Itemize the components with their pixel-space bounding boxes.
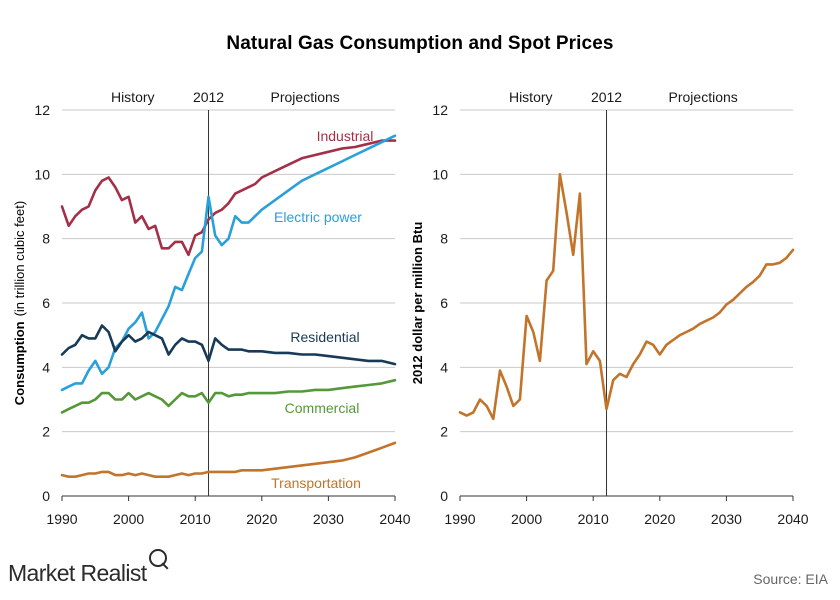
left-divider-label: 2012 — [193, 89, 224, 105]
left-projections-label: Projections — [271, 89, 340, 105]
right-ytick-label: 10 — [432, 166, 448, 182]
left-y-axis-title: Consumption (in trillion cubic feet) — [12, 201, 27, 405]
left-series-line-transportation — [60, 441, 397, 479]
right-xtick-label: 2020 — [644, 511, 675, 527]
left-xtick-label: 2030 — [313, 511, 344, 527]
right-xtick-label: 1990 — [444, 511, 475, 527]
right-ytick-label: 4 — [440, 359, 448, 375]
left-ytick-label: 2 — [42, 424, 50, 440]
left-series-line-residential — [60, 324, 397, 366]
left-series-label-residential: Residential — [290, 329, 359, 345]
consumption-chart: 0 2 4 6 8 10 12 1990 2000 2010 2020 2030 2040 History… — [12, 89, 411, 527]
source-note: Source: EIA — [753, 571, 828, 587]
left-ytick-label: 0 — [42, 488, 50, 504]
right-xtick-label: 2030 — [711, 511, 742, 527]
left-series-label-transportation: Transportation — [271, 475, 361, 491]
right-xtick-label: 2040 — [777, 511, 808, 527]
spot-price-chart: 0 2 4 6 8 10 12 1990 2000 2010 2020 2030 2040 History… — [410, 89, 809, 527]
right-ytick-label: 2 — [440, 424, 448, 440]
right-y-axis-title-main: 2012 dollar per million Btu — [410, 222, 425, 385]
right-xtick-label: 2010 — [578, 511, 609, 527]
left-series-label-industrial: Industrial — [317, 128, 374, 144]
right-series-line-price — [458, 173, 795, 421]
left-series-line-industrial — [60, 139, 397, 257]
left-history-label: History — [111, 89, 155, 105]
left-ytick-label: 6 — [42, 295, 50, 311]
brand-name: Market Realist — [8, 560, 147, 586]
right-ytick-label: 0 — [440, 488, 448, 504]
left-xtick-label: 2000 — [113, 511, 144, 527]
right-ytick-label: 12 — [432, 102, 448, 118]
left-y-axis-title-main: Consumption — [12, 321, 27, 405]
left-xtick-label: 2020 — [246, 511, 277, 527]
left-series-label-electric-power: Electric power — [274, 209, 362, 225]
left-xtick-label: 1990 — [46, 511, 77, 527]
left-xtick-label: 2010 — [180, 511, 211, 527]
page-title: Natural Gas Consumption and Spot Prices — [226, 33, 614, 54]
left-series-label-commercial: Commercial — [285, 400, 360, 416]
left-ytick-label: 4 — [42, 359, 50, 375]
right-ytick-label: 8 — [440, 231, 448, 247]
right-y-axis-title: 2012 dollar per million Btu — [410, 222, 425, 385]
left-ytick-label: 8 — [42, 231, 50, 247]
magnifier-icon — [148, 549, 167, 567]
right-ytick-label: 6 — [440, 295, 448, 311]
left-series-line-electric-power — [60, 134, 397, 392]
right-xtick-label: 2000 — [511, 511, 542, 527]
left-ytick-label: 12 — [34, 102, 50, 118]
brand-logo: Market Realist — [8, 549, 167, 587]
left-series-line-commercial — [60, 378, 397, 414]
left-ytick-label: 10 — [34, 166, 50, 182]
right-history-label: History — [509, 89, 553, 105]
right-divider-label: 2012 — [591, 89, 622, 105]
right-projections-label: Projections — [669, 89, 738, 105]
left-xtick-label: 2040 — [379, 511, 410, 527]
left-y-axis-title-unit: (in trillion cubic feet) — [12, 201, 27, 317]
